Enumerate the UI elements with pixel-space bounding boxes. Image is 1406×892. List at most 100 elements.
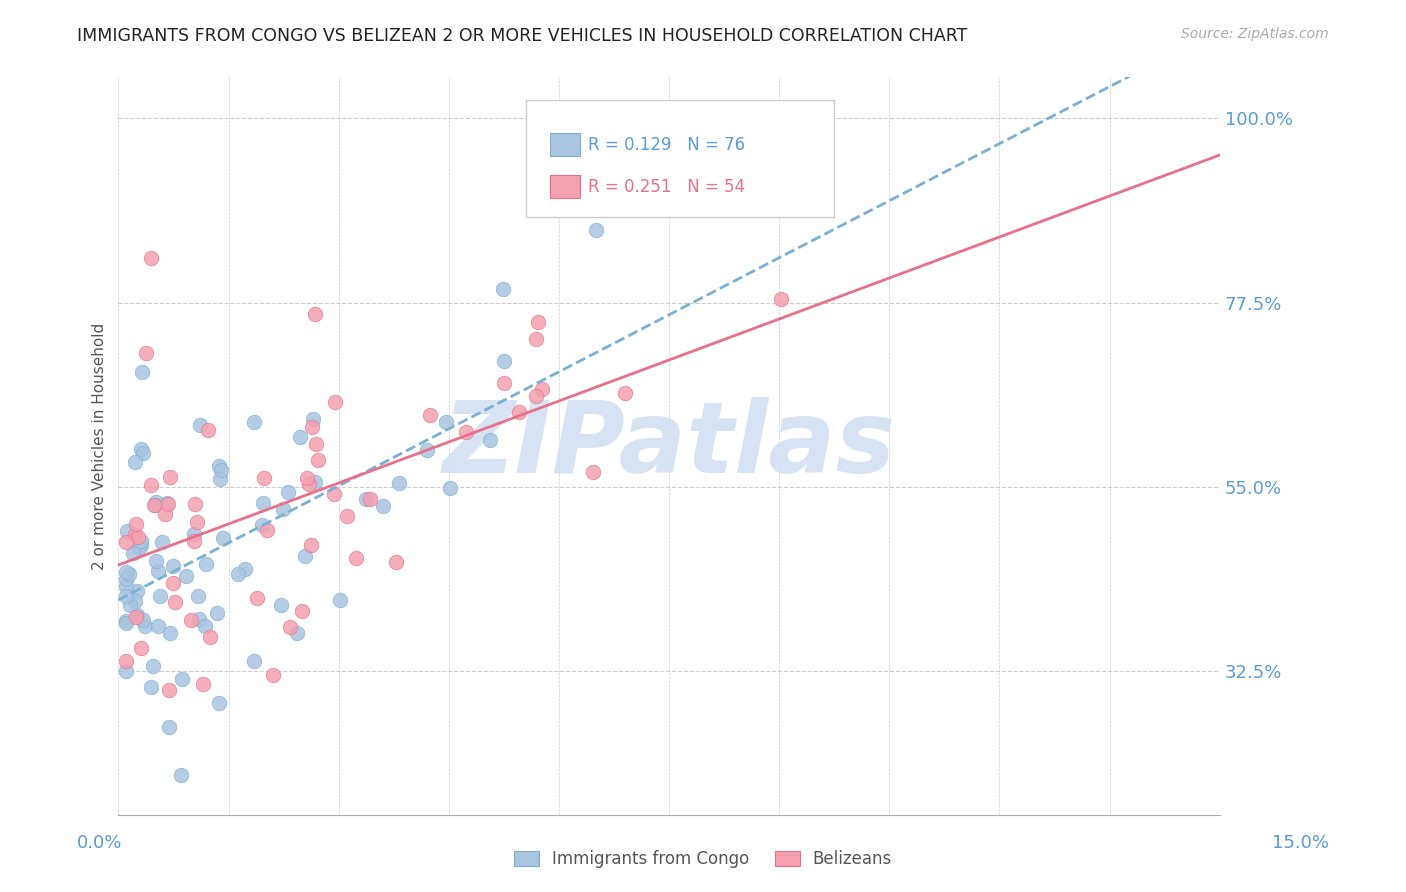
Text: R = 0.251   N = 54: R = 0.251 N = 54 (588, 178, 745, 195)
Point (150, 535, 173, 549)
Point (114, 654, 136, 668)
Point (211, 463, 233, 477)
Point (585, 223, 607, 237)
Point (294, 549, 316, 564)
Point (139, 252, 162, 266)
Point (198, 630, 221, 644)
Point (132, 445, 155, 459)
Point (197, 423, 219, 437)
Point (157, 720, 180, 734)
Point (191, 677, 214, 691)
Point (129, 534, 152, 549)
Point (156, 496, 179, 510)
Point (159, 625, 181, 640)
Point (770, 292, 793, 306)
Point (141, 680, 163, 694)
Point (194, 558, 217, 572)
Point (183, 527, 205, 541)
Point (492, 282, 515, 296)
Point (243, 416, 266, 430)
Point (124, 528, 146, 542)
Point (304, 475, 326, 489)
Point (290, 430, 312, 444)
Point (114, 664, 136, 678)
Point (124, 594, 146, 608)
Point (148, 589, 170, 603)
Text: Source: ZipAtlas.com: Source: ZipAtlas.com (1181, 27, 1329, 41)
Text: IMMIGRANTS FROM CONGO VS BELIZEAN 2 OR MORE VEHICLES IN HOUSEHOLD CORRELATION CH: IMMIGRANTS FROM CONGO VS BELIZEAN 2 OR M… (77, 27, 967, 45)
Point (188, 612, 211, 626)
Point (329, 593, 352, 607)
Point (134, 619, 156, 633)
Point (114, 579, 136, 593)
Point (304, 307, 326, 321)
Point (148, 618, 170, 632)
Point (129, 641, 152, 656)
Point (277, 485, 299, 500)
Point (145, 554, 167, 568)
Point (356, 491, 378, 506)
FancyBboxPatch shape (550, 134, 579, 155)
Point (416, 442, 439, 457)
Point (207, 606, 229, 620)
Point (614, 385, 637, 400)
Y-axis label: 2 or more Vehicles in Household: 2 or more Vehicles in Household (93, 322, 107, 570)
Point (262, 667, 284, 681)
Point (180, 613, 202, 627)
Point (211, 531, 233, 545)
Point (208, 472, 231, 486)
Point (127, 584, 149, 599)
Point (285, 625, 308, 640)
Point (478, 434, 501, 448)
Point (253, 471, 276, 485)
Point (135, 346, 157, 360)
Point (139, 478, 162, 492)
Point (190, 417, 212, 432)
Point (527, 315, 550, 329)
Point (301, 411, 323, 425)
Point (128, 541, 150, 556)
Point (153, 508, 176, 522)
Point (278, 620, 301, 634)
Point (162, 575, 184, 590)
Point (256, 523, 278, 537)
Point (159, 469, 181, 483)
Point (114, 589, 136, 603)
Point (157, 497, 180, 511)
Point (124, 455, 146, 469)
Point (270, 598, 292, 612)
Point (115, 524, 138, 539)
Point (419, 409, 441, 423)
Text: ZIPatlas: ZIPatlas (443, 398, 896, 494)
Point (492, 376, 515, 391)
Point (299, 538, 322, 552)
Point (295, 471, 318, 485)
Point (323, 487, 346, 501)
Point (298, 476, 321, 491)
Point (163, 595, 186, 609)
Point (114, 535, 136, 549)
Point (129, 442, 152, 456)
Point (142, 658, 165, 673)
Point (246, 591, 269, 605)
Point (388, 476, 411, 491)
Point (143, 498, 166, 512)
Point (344, 551, 367, 566)
Point (434, 415, 457, 429)
Point (132, 613, 155, 627)
Point (129, 538, 152, 552)
Point (252, 496, 274, 510)
Point (359, 492, 381, 507)
Point (114, 573, 136, 587)
Point (194, 619, 217, 633)
Point (305, 437, 328, 451)
Point (307, 453, 329, 467)
Point (439, 481, 461, 495)
Point (174, 569, 197, 583)
Point (127, 530, 149, 544)
FancyBboxPatch shape (550, 176, 579, 198)
Point (114, 565, 136, 579)
Point (582, 465, 605, 479)
Point (170, 767, 193, 781)
Point (148, 564, 170, 578)
